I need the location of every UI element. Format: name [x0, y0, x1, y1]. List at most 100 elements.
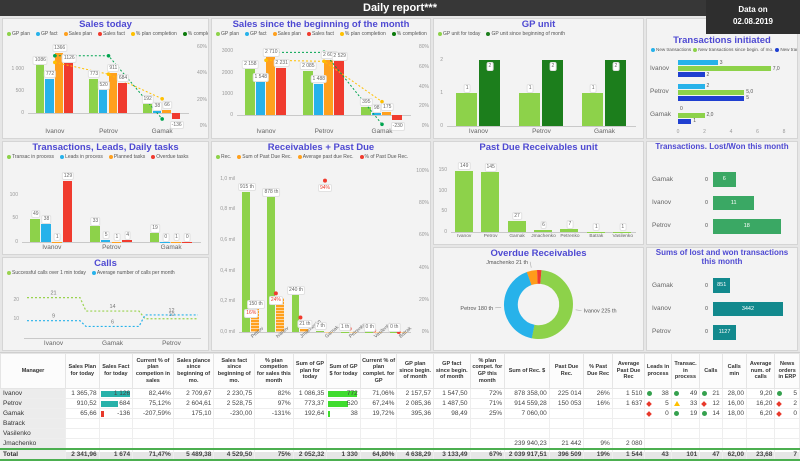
- column-header[interactable]: News orders in ERP: [775, 354, 800, 389]
- column-header[interactable]: % Past Due Rec: [584, 354, 612, 389]
- bar-transac-in-process[interactable]: [30, 219, 40, 242]
- donut-slice-other[interactable]: [510, 276, 567, 333]
- donut-slice-ivanov[interactable]: [509, 275, 569, 335]
- bar-past-due-receivables-unit[interactable]: [481, 172, 499, 232]
- legend-item[interactable]: GP fact: [245, 31, 267, 37]
- legend-item[interactable]: Sales fact: [98, 31, 125, 37]
- legend-item[interactable]: Sales plan: [64, 31, 92, 37]
- bar-sales-fact[interactable]: [392, 115, 401, 120]
- legend-item[interactable]: % of Past Due Rec.: [360, 154, 409, 160]
- bar-gp-fact[interactable]: [314, 84, 323, 116]
- column-header[interactable]: Past Due Rec.: [549, 354, 584, 389]
- bar-gp-plan[interactable]: [361, 107, 370, 115]
- column-header[interactable]: Average Past Due Rec: [612, 354, 645, 389]
- column-header[interactable]: Sum of GP $ for today: [327, 354, 361, 389]
- column-header[interactable]: Current % of plan complet. for GP: [360, 354, 397, 389]
- column-header[interactable]: Sales plance since beginning of mo.: [173, 354, 214, 389]
- legend-item[interactable]: % completion: [392, 31, 427, 37]
- bar-gp-fact[interactable]: [372, 113, 381, 115]
- legend-item[interactable]: Average number of calls per month: [92, 270, 175, 276]
- bar-past-due-receivables-unit[interactable]: [455, 171, 473, 232]
- column-header[interactable]: Transac. in process: [671, 354, 699, 389]
- bar-sales-fact[interactable]: [276, 68, 285, 116]
- bar-rec-[interactable]: [316, 331, 324, 332]
- legend-item[interactable]: Rec.: [216, 154, 231, 160]
- legend-item[interactable]: Leads in process: [60, 154, 103, 160]
- legend-item[interactable]: GP plan: [216, 31, 239, 37]
- bar-sales-plan[interactable]: [162, 110, 171, 113]
- legend-item[interactable]: Average past due Rec.: [298, 154, 354, 160]
- bar-new-transactions[interactable]: [678, 60, 718, 65]
- bar-rec-[interactable]: [365, 332, 373, 333]
- bar-planned-tasks[interactable]: [52, 242, 62, 243]
- legend-item[interactable]: % plan completion: [131, 31, 177, 37]
- bar-new-transactions-since-begin-of-mo-[interactable]: [678, 66, 771, 71]
- bar-gp-unit-for-today[interactable]: [456, 93, 478, 126]
- legend-item[interactable]: % plan completion: [340, 31, 386, 37]
- bar-new-transactions-in-crm[interactable]: [678, 96, 744, 101]
- bar-gp-unit-for-today[interactable]: [519, 93, 541, 126]
- bar-past-due-receivables-unit[interactable]: [508, 221, 526, 232]
- column-header[interactable]: Sum of GP plan for today: [293, 354, 327, 389]
- column-header[interactable]: Sales Plan for today: [66, 354, 100, 389]
- bar-transac-in-process[interactable]: [90, 226, 100, 242]
- legend-item[interactable]: New transactions since begin. of mo.: [693, 47, 773, 52]
- bar-new-transactions-in-crm[interactable]: [678, 119, 691, 124]
- bar-sales-fact[interactable]: [118, 83, 127, 113]
- column-header[interactable]: GP fact since begin. of month: [433, 354, 470, 389]
- bar-new-transactions-in-crm[interactable]: [678, 72, 705, 77]
- bar-rec-[interactable]: [341, 332, 349, 333]
- legend-item[interactable]: GP fact: [36, 31, 58, 37]
- legend-item[interactable]: GP unit for today: [438, 31, 480, 37]
- bar-sales-plan[interactable]: [382, 112, 391, 116]
- legend-item[interactable]: New transactions in CRM: [775, 47, 797, 52]
- column-header[interactable]: Manager: [1, 354, 66, 389]
- column-header[interactable]: Sales Fact for today: [99, 354, 133, 389]
- column-header[interactable]: Calls min: [722, 354, 746, 389]
- bar-overdue-tasks[interactable]: [63, 181, 73, 242]
- bar-leads-in-process[interactable]: [41, 224, 51, 242]
- column-header[interactable]: % plan competion for sales this month: [255, 354, 294, 389]
- donut-slice-petrov[interactable]: [506, 272, 571, 337]
- bar-gp-unit-for-today[interactable]: [582, 93, 604, 126]
- bar-new-transactions-since-begin-of-mo-[interactable]: [678, 90, 744, 95]
- bar-rec-[interactable]: [267, 197, 275, 332]
- legend-item[interactable]: % completion: [183, 31, 208, 37]
- bar-planned-tasks[interactable]: [171, 242, 181, 243]
- bar-past-due-receivables-unit[interactable]: [587, 232, 605, 233]
- bar-transac-in-process[interactable]: [150, 233, 160, 242]
- column-header[interactable]: % plan compet. for GP this month: [470, 354, 505, 389]
- legend-item[interactable]: GP unit since beginning of month: [486, 31, 565, 37]
- bar-sales-fact[interactable]: [64, 63, 73, 112]
- donut-slice-jmachenko[interactable]: [503, 269, 574, 340]
- bar-leads-in-process[interactable]: [101, 240, 111, 242]
- bar-sales-fact[interactable]: [172, 113, 181, 119]
- bar-new-transactions-since-begin-of-mo-[interactable]: [678, 113, 705, 118]
- bar-sales-fact[interactable]: [334, 61, 343, 115]
- bar-gp-fact[interactable]: [256, 82, 265, 115]
- legend-item[interactable]: Sum of Past Due Rec.: [237, 154, 291, 160]
- bar-past-due-receivables-unit[interactable]: [534, 230, 552, 232]
- bar-new-transactions[interactable]: [678, 84, 705, 89]
- legend-item[interactable]: Transac in process: [7, 154, 54, 160]
- bar-sales-plan[interactable]: [324, 60, 333, 116]
- legend-item[interactable]: Overdue tasks: [151, 154, 188, 160]
- table-row-vasilenko[interactable]: Vasilenko: [1, 429, 800, 439]
- legend-item[interactable]: Successful calls over 1 min today: [7, 270, 86, 276]
- bar-gp-fact[interactable]: [45, 79, 54, 113]
- legend-item[interactable]: GP plan: [7, 31, 30, 37]
- bar-overdue-tasks[interactable]: [182, 242, 192, 243]
- bar-rec-[interactable]: [390, 332, 398, 333]
